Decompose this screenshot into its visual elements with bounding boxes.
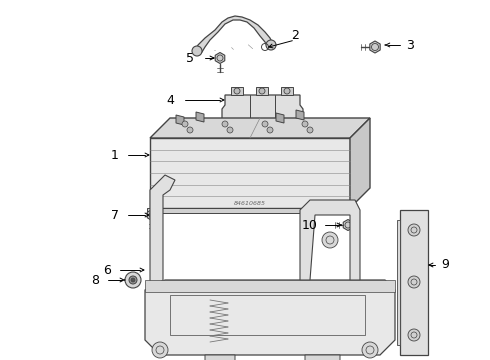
Circle shape: [267, 127, 273, 133]
Circle shape: [284, 88, 290, 94]
Circle shape: [408, 329, 420, 341]
Polygon shape: [147, 210, 157, 220]
Polygon shape: [231, 87, 243, 95]
Text: 3: 3: [406, 39, 414, 51]
Polygon shape: [147, 208, 353, 213]
Text: 8: 8: [91, 274, 99, 287]
Polygon shape: [150, 175, 175, 285]
Circle shape: [125, 272, 141, 288]
Polygon shape: [256, 87, 268, 95]
Circle shape: [302, 121, 308, 127]
Polygon shape: [145, 280, 395, 292]
Text: 84610685: 84610685: [234, 201, 266, 206]
Polygon shape: [350, 118, 370, 208]
Polygon shape: [370, 41, 380, 53]
Circle shape: [362, 342, 378, 358]
Circle shape: [192, 46, 202, 56]
Polygon shape: [176, 115, 184, 125]
Text: 6: 6: [103, 264, 111, 276]
Polygon shape: [305, 355, 340, 360]
Polygon shape: [296, 110, 304, 120]
Circle shape: [234, 88, 240, 94]
Circle shape: [129, 276, 137, 284]
Polygon shape: [196, 112, 204, 122]
Circle shape: [182, 121, 188, 127]
Polygon shape: [195, 16, 272, 53]
Text: 2: 2: [291, 28, 299, 41]
Circle shape: [408, 224, 420, 236]
Ellipse shape: [315, 328, 355, 342]
Circle shape: [408, 276, 420, 288]
Circle shape: [187, 127, 193, 133]
Polygon shape: [222, 95, 303, 127]
Polygon shape: [205, 355, 235, 360]
Text: 5: 5: [186, 51, 194, 64]
Circle shape: [222, 121, 228, 127]
Polygon shape: [343, 220, 353, 230]
Circle shape: [262, 121, 268, 127]
Polygon shape: [300, 200, 360, 280]
Circle shape: [131, 278, 135, 282]
Polygon shape: [145, 280, 395, 355]
Circle shape: [152, 342, 168, 358]
Polygon shape: [215, 53, 225, 63]
Circle shape: [266, 40, 276, 50]
Polygon shape: [150, 138, 350, 208]
Circle shape: [227, 127, 233, 133]
Polygon shape: [397, 220, 400, 345]
Ellipse shape: [215, 326, 265, 344]
Polygon shape: [150, 118, 370, 138]
Circle shape: [322, 232, 338, 248]
Polygon shape: [281, 87, 293, 95]
Text: 10: 10: [302, 219, 318, 231]
Text: 9: 9: [441, 258, 449, 271]
Polygon shape: [276, 113, 284, 123]
Polygon shape: [400, 210, 428, 355]
Circle shape: [259, 88, 265, 94]
Text: 7: 7: [111, 208, 119, 221]
Text: 4: 4: [166, 94, 174, 107]
Text: 1: 1: [111, 149, 119, 162]
Circle shape: [307, 127, 313, 133]
